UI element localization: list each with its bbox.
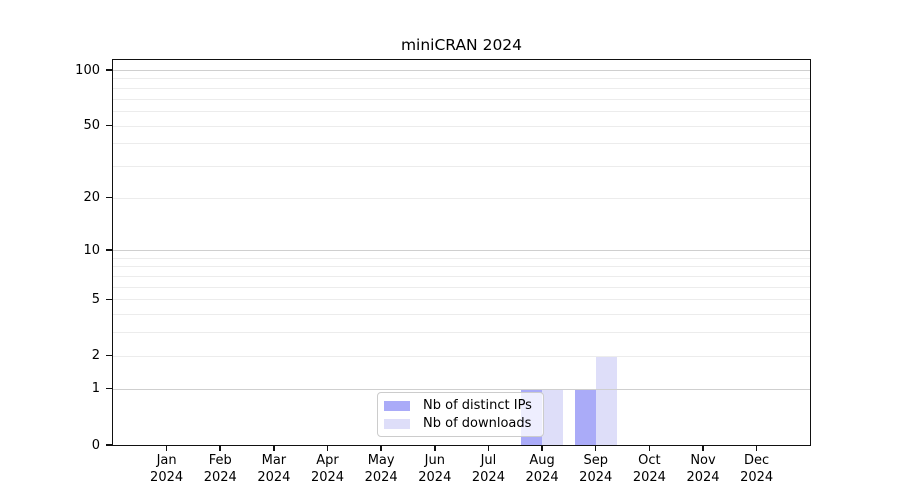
minor-gridline-80	[113, 87, 810, 89]
x-tick-label-oct: Oct 2024	[632, 453, 666, 485]
minor-gridline-7	[113, 276, 810, 278]
x-tick-mark-aug	[541, 445, 543, 451]
x-tick-label-may: May 2024	[364, 453, 398, 485]
bar-aug-downloads	[542, 388, 564, 445]
x-tick-label-aug: Aug 2024	[525, 453, 559, 485]
minor-gridline-50	[113, 125, 810, 127]
bar-sep-downloads	[595, 355, 617, 445]
y-tick-mark-100	[106, 69, 112, 71]
minor-gridline-3	[113, 332, 810, 334]
legend-label-ips: Nb of distinct IPs	[423, 398, 532, 413]
x-tick-mark-jul	[487, 445, 490, 451]
y-tick-label-100: 100	[75, 62, 100, 78]
y-tick-label-20: 20	[83, 190, 100, 206]
y-tick-label-5: 5	[91, 291, 100, 307]
minor-gridline-4	[113, 314, 810, 316]
legend-swatch-ips	[384, 400, 410, 411]
y-tick-label-0: 0	[91, 437, 100, 453]
x-tick-label-nov: Nov 2024	[686, 453, 720, 485]
y-tick-label-50: 50	[83, 118, 100, 134]
y-tick-mark-0	[106, 444, 112, 446]
x-tick-label-dec: Dec 2024	[740, 453, 774, 485]
y-tick-mark-50	[106, 124, 112, 127]
plot-border	[112, 59, 811, 446]
x-tick-label-jan: Jan 2024	[150, 453, 184, 485]
y-tick-label-2: 2	[91, 348, 100, 364]
x-tick-label-mar: Mar 2024	[257, 453, 291, 485]
minor-gridline-5	[113, 299, 810, 301]
minor-gridline-6	[113, 286, 810, 288]
x-tick-mark-apr	[326, 445, 329, 451]
x-tick-label-apr: Apr 2024	[310, 453, 345, 485]
minor-gridline-40	[113, 143, 810, 145]
x-tick-label-jul: Jul 2024	[471, 453, 505, 485]
y-tick-mark-1	[106, 387, 112, 390]
minor-gridline-60	[113, 110, 810, 112]
minor-gridline-9	[113, 257, 810, 259]
x-tick-label-jun: Jun 2024	[418, 453, 452, 485]
x-tick-label-feb: Feb 2024	[203, 453, 237, 485]
y-tick-label-10: 10	[83, 242, 100, 258]
y-tick-mark-20	[106, 196, 112, 199]
bar-sep-ips	[574, 388, 596, 445]
legend-swatch-downloads	[384, 418, 410, 429]
plot-area	[112, 59, 811, 446]
major-gridline-1	[113, 388, 810, 390]
legend-item-ips: Nb of distinct IPs	[384, 398, 539, 413]
legend: Nb of distinct IPs Nb of downloads	[377, 392, 544, 437]
x-tick-mark-sep	[594, 445, 597, 451]
x-tick-mark-dec	[755, 445, 758, 451]
minor-gridline-20	[113, 197, 810, 199]
x-tick-mark-jan	[165, 445, 168, 451]
y-tick-mark-10	[106, 249, 112, 251]
major-gridline-100	[113, 70, 810, 71]
x-tick-mark-jun	[434, 445, 436, 451]
x-tick-mark-mar	[273, 445, 275, 451]
x-tick-mark-nov	[702, 445, 704, 451]
minor-gridline-70	[113, 98, 810, 100]
x-tick-label-sep: Sep 2024	[579, 453, 613, 485]
minor-gridline-30	[113, 165, 810, 167]
x-tick-mark-may	[380, 445, 382, 451]
minor-gridline-90	[113, 78, 810, 80]
minor-gridline-2	[113, 355, 810, 357]
minor-gridline-8	[113, 266, 810, 268]
y-tick-mark-5	[106, 298, 112, 301]
x-tick-mark-oct	[648, 445, 651, 451]
legend-label-downloads: Nb of downloads	[423, 416, 532, 431]
y-tick-label-1: 1	[91, 381, 100, 397]
legend-item-downloads: Nb of downloads	[384, 416, 539, 431]
major-gridline-10	[113, 250, 810, 252]
x-tick-mark-feb	[219, 445, 221, 451]
y-tick-mark-2	[106, 354, 112, 357]
chart-title: miniCRAN 2024	[400, 36, 523, 54]
